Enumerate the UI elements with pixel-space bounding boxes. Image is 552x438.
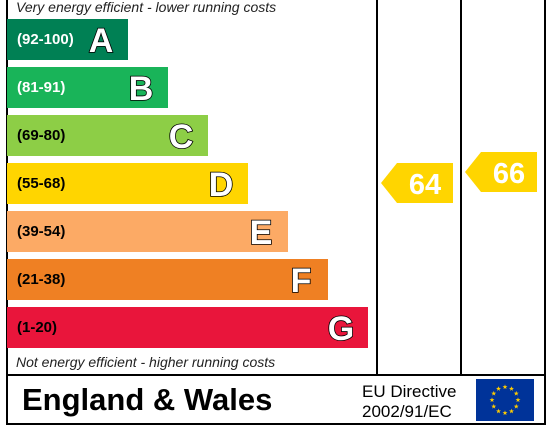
eu-star — [513, 390, 519, 396]
band-letter-text: D — [209, 166, 234, 202]
band-letter: B — [128, 70, 154, 106]
eu-star — [502, 410, 508, 416]
band-a: (92-100) A — [7, 19, 128, 60]
column-divider-current — [376, 0, 378, 376]
band-range-label: (39-54) — [17, 223, 66, 240]
band-range-label: (92-100) — [17, 31, 74, 48]
eu-flag-icon — [476, 379, 534, 421]
band-letter: C — [168, 118, 194, 154]
eu-star — [489, 397, 495, 403]
eu-star — [515, 397, 521, 403]
band-letter-text: G — [328, 310, 354, 346]
band-range-label: (69-80) — [17, 127, 66, 144]
band-c: (69-80) C — [7, 115, 208, 156]
eu-star — [491, 403, 497, 409]
band-letter-text: F — [291, 262, 312, 298]
footer-divider — [6, 374, 546, 376]
band-b: (81-91) B — [7, 67, 168, 108]
band-letter-text: A — [89, 22, 114, 58]
band-letter-text: E — [250, 214, 273, 250]
eu-star — [509, 386, 514, 391]
band-range-label: (81-91) — [17, 79, 66, 96]
rating-arrow-shape — [381, 163, 453, 203]
band-letter-text: B — [129, 70, 154, 106]
rating-value: 66 — [493, 158, 525, 190]
eu-star — [502, 384, 508, 390]
band-f: (21-38) F — [7, 259, 328, 300]
eu-star — [496, 408, 501, 414]
rating-value: 64 — [409, 169, 441, 201]
eu-directive-number: 2002/91/EC — [362, 402, 452, 421]
band-range-label: (55-68) — [17, 175, 66, 192]
eu-directive-label: EU Directive — [362, 382, 457, 401]
eu-star — [513, 403, 519, 409]
band-letter: G — [327, 310, 355, 346]
band-letter-text: C — [169, 118, 194, 154]
bottom-caption: Not energy efficient - higher running co… — [16, 354, 276, 370]
band-letter: F — [290, 262, 312, 298]
band-range-label: (1-20) — [17, 319, 58, 336]
eu-star — [509, 408, 514, 414]
top-caption: Very energy efficient - lower running co… — [16, 0, 277, 15]
band-letter: D — [208, 166, 234, 202]
eu-star — [496, 386, 501, 391]
rating-arrow-potential: 66 — [465, 152, 537, 192]
eu-star — [491, 390, 497, 396]
rating-arrow-current: 64 — [381, 163, 453, 203]
band-e: (39-54) E — [7, 211, 288, 252]
column-divider-potential — [460, 0, 462, 376]
rating-arrow-shape — [465, 152, 537, 192]
band-letter: E — [249, 214, 273, 250]
region-title: England & Wales — [22, 382, 273, 417]
band-letter: A — [88, 22, 114, 58]
band-range-label: (21-38) — [17, 271, 66, 288]
band-g: (1-20) G — [7, 307, 368, 348]
band-d: (55-68) D — [7, 163, 248, 204]
